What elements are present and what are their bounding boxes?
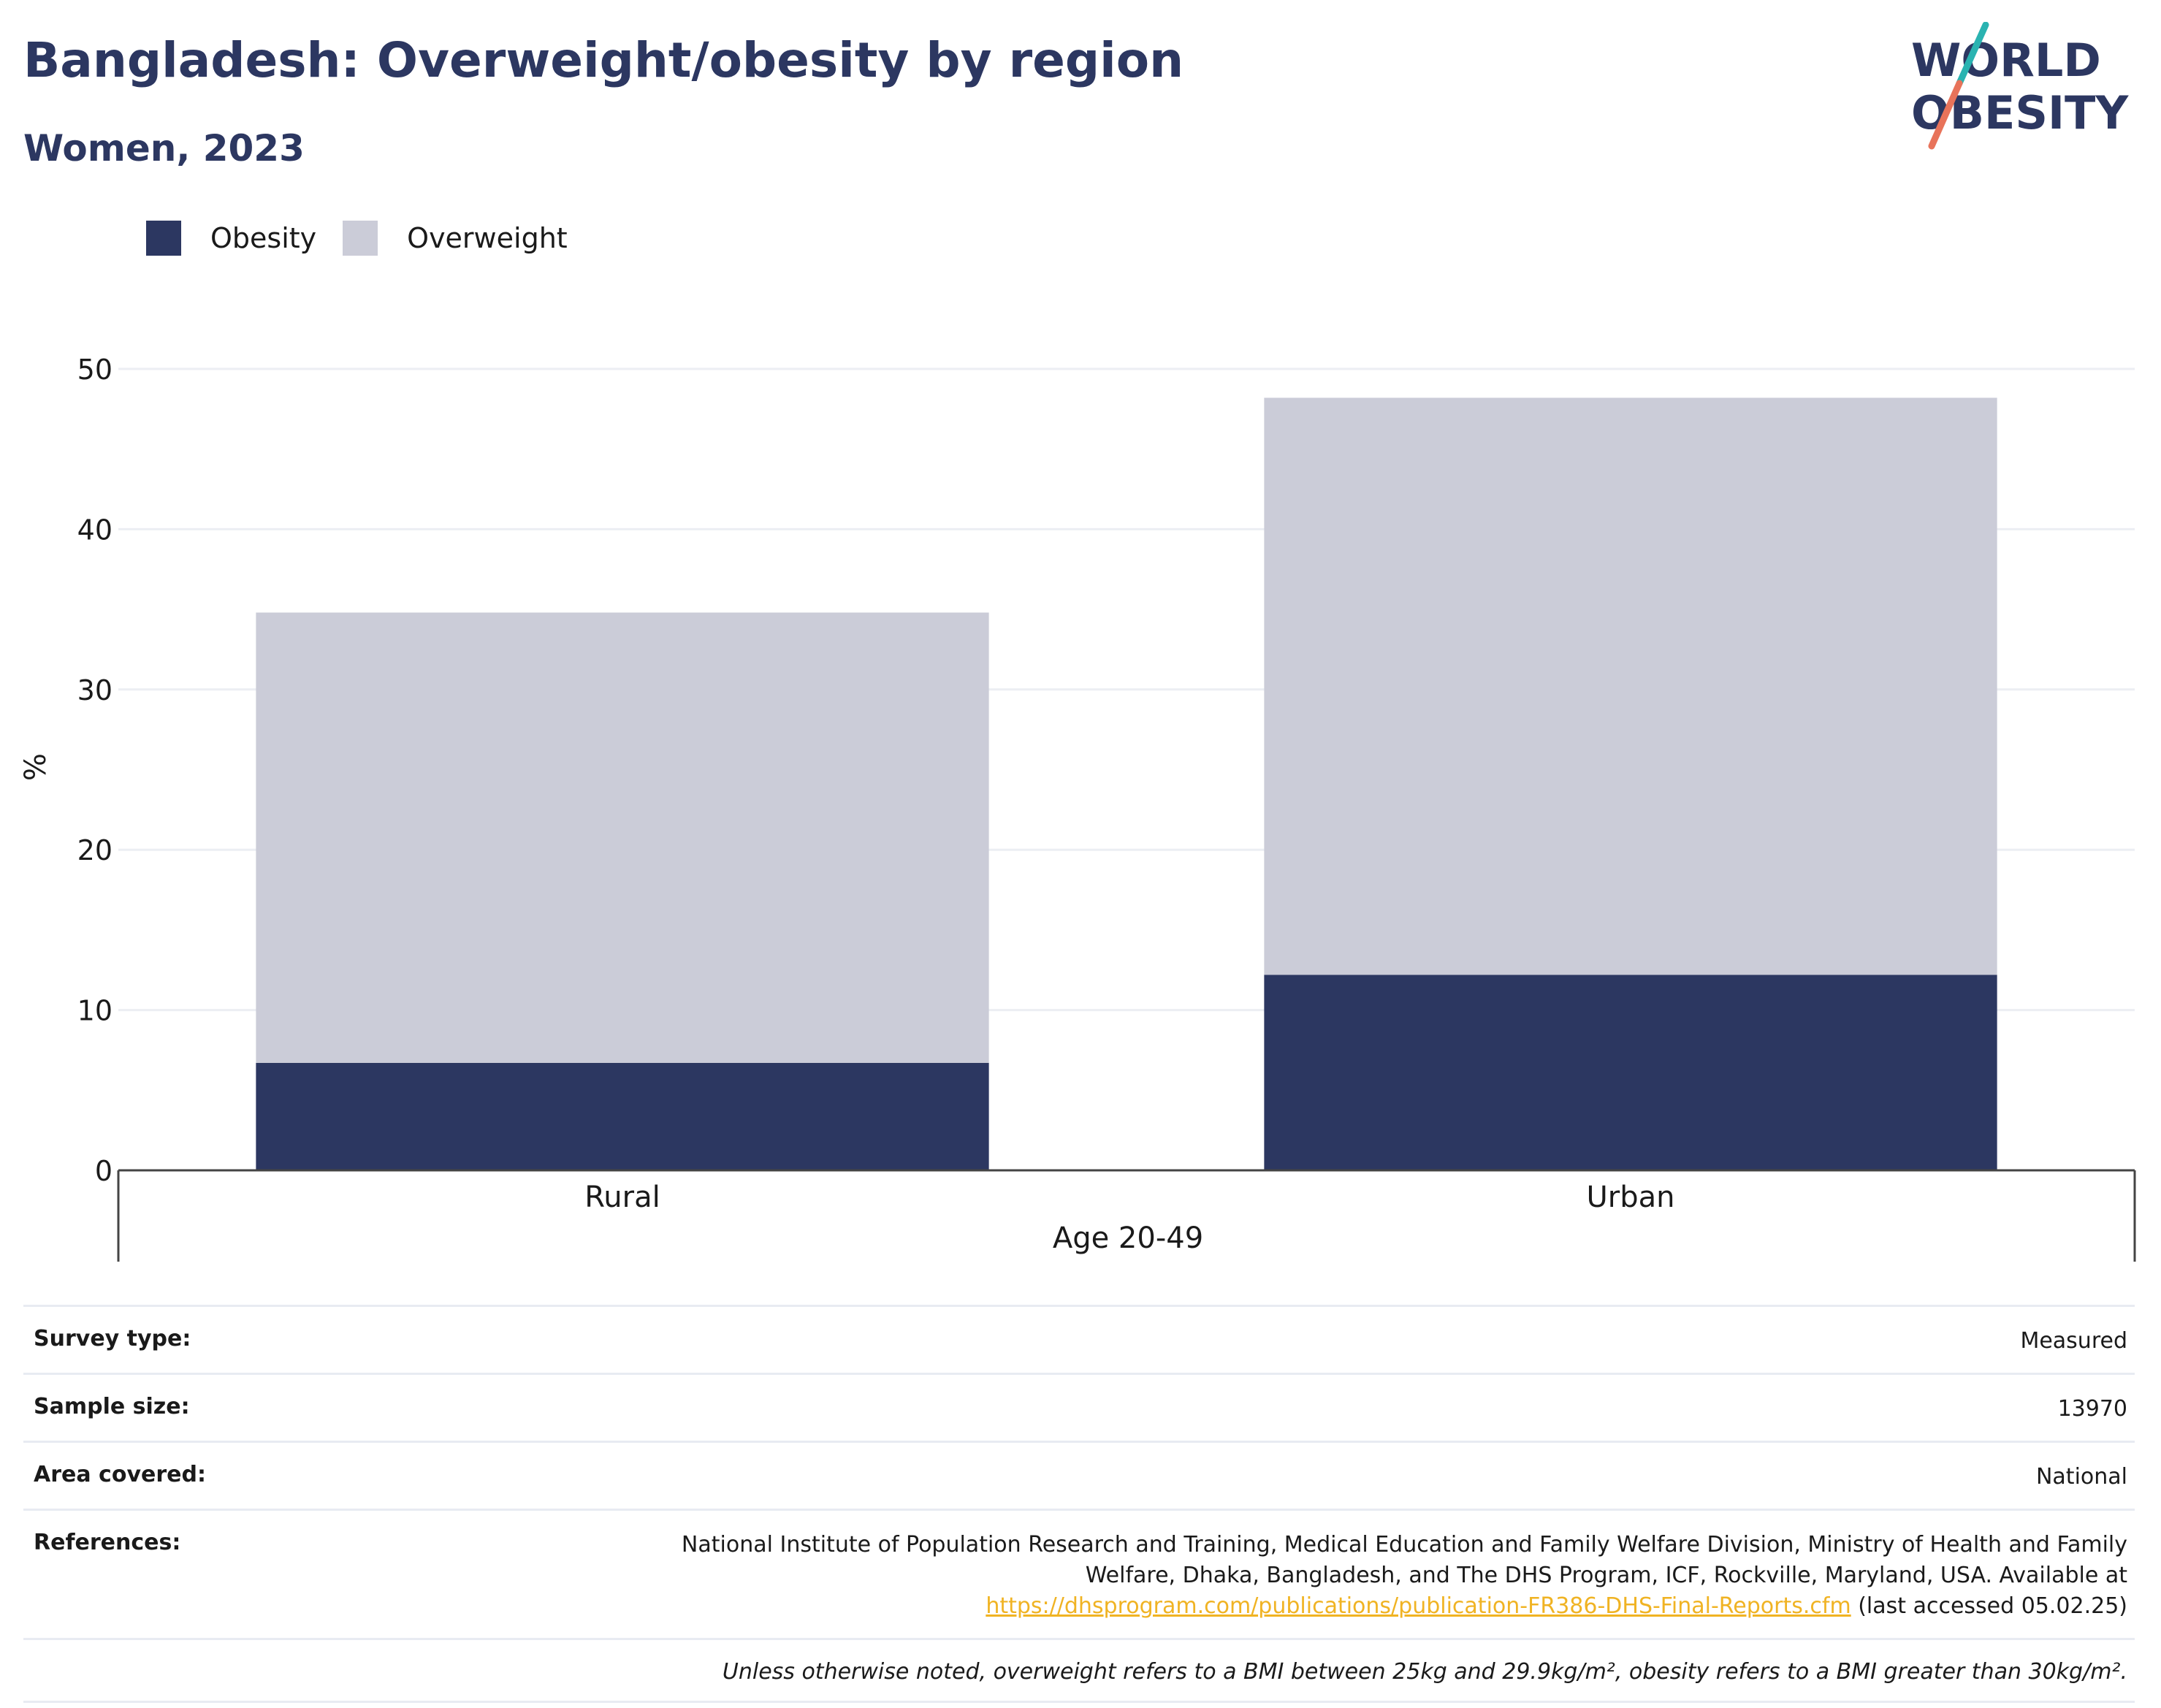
chart-title: Bangladesh: Overweight/obesity by region — [23, 32, 1184, 88]
info-row-sample-size: Sample size: 13970 — [23, 1373, 2135, 1441]
y-tick-label: 40 — [77, 514, 113, 546]
info-label: Sample size: — [34, 1394, 190, 1419]
y-axis-label: % — [19, 753, 53, 781]
legend-swatch-overweight — [343, 221, 378, 256]
legend-label-overweight: Overweight — [407, 222, 568, 254]
y-tick-label: 0 — [95, 1155, 113, 1187]
reference-text: National Institute of Population Researc… — [681, 1532, 2127, 1588]
info-row-references: References: National Institute of Popula… — [23, 1509, 2135, 1638]
reference-link[interactable]: https://dhsprogram.com/publications/publ… — [986, 1593, 1851, 1619]
info-value: National — [2035, 1464, 2127, 1490]
chart-legend: Obesity Overweight — [146, 219, 594, 257]
info-row-area-covered: Area covered: National — [23, 1441, 2135, 1509]
x-tick-label: Rural — [584, 1181, 660, 1214]
reference-suffix: (last accessed 05.02.25) — [1858, 1593, 2127, 1619]
info-label: References: — [34, 1530, 181, 1555]
bmi-note: Unless otherwise noted, overweight refer… — [722, 1659, 2127, 1685]
chart-subtitle: Women, 2023 — [23, 127, 305, 169]
axes — [117, 1169, 2136, 1262]
bar-chart: 0 10 20 30 40 50 Rural Urban % Age 20-49 — [19, 354, 2136, 1262]
bar-obesity-urban[interactable] — [1264, 975, 1997, 1170]
bar-obesity-rural[interactable] — [256, 1063, 989, 1170]
legend-label-obesity: Obesity — [210, 222, 317, 254]
x-axis-labels: Rural Urban — [584, 1181, 1674, 1214]
bar-overweight-urban[interactable] — [1264, 397, 1997, 975]
bars — [256, 397, 1997, 1170]
info-label: Area covered: — [34, 1462, 206, 1487]
legend-item-overweight[interactable]: Overweight — [343, 221, 568, 256]
info-row-survey-type: Survey type: Measured — [23, 1305, 2135, 1373]
y-axis-ticks: 0 10 20 30 40 50 — [77, 354, 113, 1187]
legend-item-obesity[interactable]: Obesity — [146, 221, 316, 256]
x-axis-label: Age 20-49 — [1053, 1221, 1203, 1255]
bar-overweight-rural[interactable] — [256, 612, 989, 1064]
world-obesity-logo: WORLD OBESITY — [1899, 21, 2148, 153]
y-tick-label: 30 — [77, 674, 113, 706]
svg-text:WORLD: WORLD — [1911, 34, 2101, 87]
y-tick-label: 10 — [77, 995, 113, 1027]
info-value-references: National Institute of Population Researc… — [608, 1530, 2127, 1622]
info-value: 13970 — [2057, 1396, 2127, 1422]
info-row-note: Unless otherwise noted, overweight refer… — [23, 1638, 2135, 1703]
info-value: Measured — [2020, 1328, 2127, 1354]
x-tick-label: Urban — [1587, 1181, 1675, 1214]
info-label: Survey type: — [34, 1326, 191, 1351]
y-tick-label: 20 — [77, 834, 113, 866]
legend-swatch-obesity — [146, 221, 181, 256]
survey-info-table: Survey type: Measured Sample size: 13970… — [23, 1305, 2135, 1703]
y-tick-label: 50 — [77, 354, 113, 386]
